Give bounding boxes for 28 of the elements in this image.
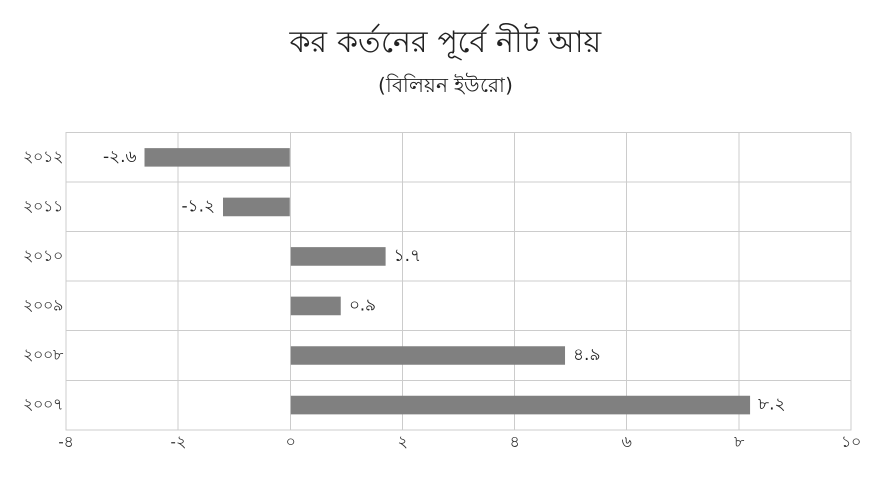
data-label: -২.৬ — [102, 146, 136, 167]
x-tick-label: -২ — [170, 434, 186, 451]
chart-title: কর কর্তনের পূর্বে নীট আয় — [288, 22, 603, 62]
x-tick-label: ১০ — [841, 434, 861, 451]
bar — [290, 247, 386, 266]
x-tick-label: -৪ — [58, 434, 74, 451]
bar — [290, 296, 341, 316]
x-tick-label: ২ — [397, 434, 408, 451]
bar — [223, 198, 290, 216]
y-tick-label: ২০০৯ — [23, 297, 63, 314]
y-tick-label: ২০১০ — [23, 248, 63, 265]
data-label: ৪.৯ — [573, 344, 600, 365]
bar — [144, 148, 290, 167]
data-label: ১.৭ — [394, 246, 422, 266]
x-tick-label: ৮ — [734, 434, 745, 451]
data-label: ৮.২ — [758, 394, 786, 414]
y-tick-label: ২০১১ — [23, 198, 63, 216]
bar — [290, 396, 750, 414]
x-tick-label: ৬ — [622, 434, 632, 451]
chart-subtitle: (বিলিয়ন ইউরো) — [377, 72, 514, 99]
data-label: ০.৯ — [348, 295, 376, 316]
x-tick-label: ০ — [285, 434, 296, 451]
y-tick-label: ২০০৭ — [23, 396, 63, 414]
y-tick-label: ২০০৮ — [23, 346, 64, 364]
data-label: -১.২ — [181, 196, 215, 216]
y-tick-label: ২০১২ — [23, 148, 63, 166]
bar — [290, 346, 566, 365]
x-tick-label: ৪ — [510, 434, 520, 451]
